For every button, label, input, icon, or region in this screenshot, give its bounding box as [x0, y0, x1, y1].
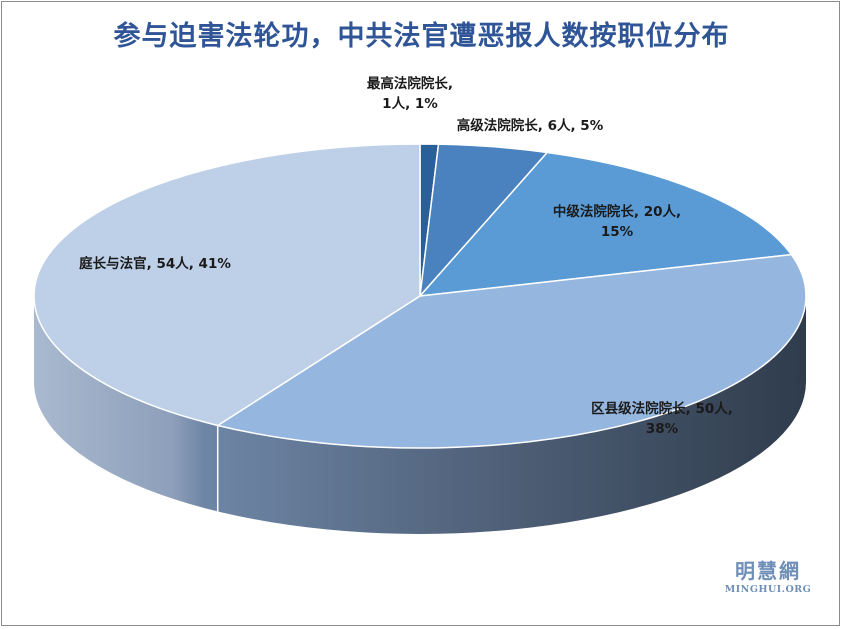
pie-slice-3[interactable] [418, 151, 793, 297]
watermark-cn: 明慧網 [735, 559, 801, 583]
slice-labels: 最高法院院长, 1人, 1% 高级法院院长, 6人, 5% 中级法院院长, 20人, 1… [79, 75, 733, 437]
slice-label-2: 高级法院院长, 6人, 5% [457, 117, 604, 134]
slice-label-line: 15% [601, 224, 634, 240]
watermark-en: MINGHUI.ORG [725, 584, 812, 595]
slice-label-4: 区县级法院院长, 50人, 38% [591, 400, 733, 437]
slice-label-line: 1人, 1% [382, 96, 438, 112]
pie-slice-5[interactable] [33, 143, 421, 427]
pie-slices [33, 143, 807, 449]
slice-label-line: 高级法院院长, 6人, 5% [457, 117, 604, 134]
pie-side [34, 296, 806, 534]
slice-label-5: 庭长与法官, 54人, 41% [79, 255, 231, 272]
chart-title: 参与迫害法轮功，中共法官遭恶报人数按职位分布 [113, 21, 730, 52]
slice-label-line: 最高法院院长, [367, 75, 453, 92]
slice-label-line: 庭长与法官, 54人, 41% [79, 255, 231, 272]
slice-label-line: 区县级法院院长, 50人, [591, 400, 733, 417]
pie-slice-4[interactable] [215, 253, 807, 449]
slice-label-1: 最高法院院长, 1人, 1% [367, 75, 453, 112]
slice-label-line: 中级法院院长, 20人, [553, 203, 681, 220]
slice-label-3: 中级法院院长, 20人, 15% [553, 203, 681, 240]
watermark: 明慧網 MINGHUI.ORG [725, 559, 812, 595]
pie-side-band [34, 296, 806, 534]
slice-label-line: 38% [646, 421, 679, 437]
